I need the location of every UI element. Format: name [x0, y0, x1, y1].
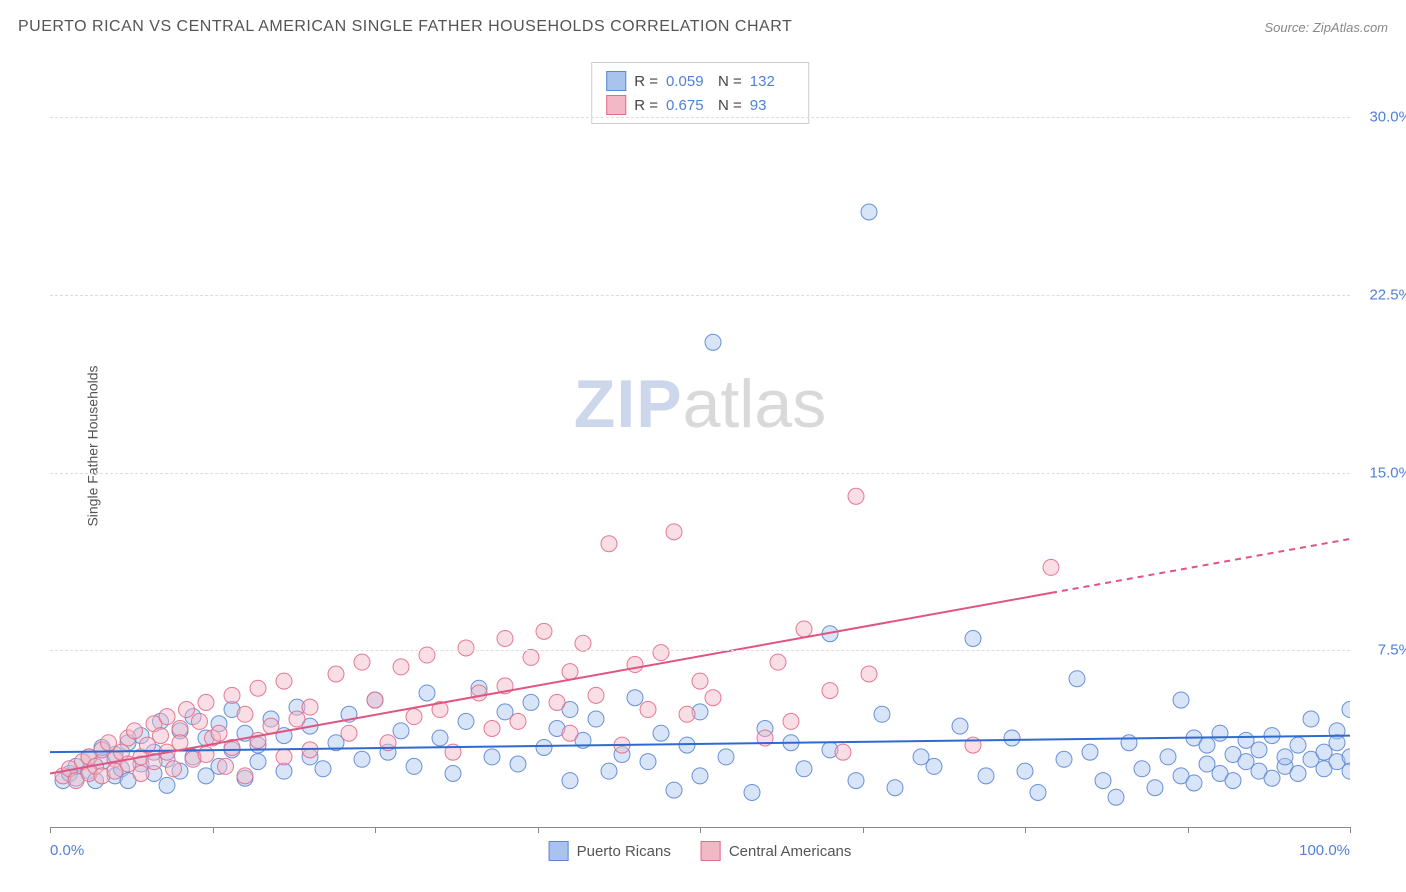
x-tick	[1350, 827, 1351, 833]
chart-title: PUERTO RICAN VS CENTRAL AMERICAN SINGLE …	[18, 18, 792, 36]
chart-container: PUERTO RICAN VS CENTRAL AMERICAN SINGLE …	[0, 0, 1406, 892]
legend-label: Central Americans	[729, 843, 852, 860]
stat-n-label: N =	[718, 97, 742, 114]
x-tick	[50, 827, 51, 833]
stat-r-label: R =	[634, 73, 658, 90]
y-tick-label: 30.0%	[1369, 109, 1406, 126]
legend-label: Puerto Ricans	[577, 843, 671, 860]
x-tick	[213, 827, 214, 833]
legend-item: Puerto Ricans	[549, 841, 671, 861]
stats-row: R = 0.059 N = 132	[606, 69, 794, 93]
x-tick	[700, 827, 701, 833]
stat-r-value: 0.675	[666, 97, 710, 114]
stat-n-label: N =	[718, 73, 742, 90]
y-tick-label: 22.5%	[1369, 286, 1406, 303]
legend-swatch	[606, 71, 626, 91]
stat-n-value: 93	[750, 97, 794, 114]
y-tick-label: 7.5%	[1378, 642, 1406, 659]
y-tick-label: 15.0%	[1369, 464, 1406, 481]
stat-r-label: R =	[634, 97, 658, 114]
scatter-svg	[50, 58, 1350, 828]
legend-swatch	[549, 841, 569, 861]
grid-line	[50, 295, 1350, 296]
grid-line	[50, 650, 1350, 651]
source-credit: Source: ZipAtlas.com	[1264, 20, 1388, 35]
x-tick	[1188, 827, 1189, 833]
stat-r-value: 0.059	[666, 73, 710, 90]
plot-area: ZIPatlas R = 0.059 N = 132 R = 0.675 N =…	[50, 58, 1350, 828]
x-tick	[863, 827, 864, 833]
grid-line	[50, 473, 1350, 474]
stats-legend: R = 0.059 N = 132 R = 0.675 N = 93	[591, 62, 809, 124]
series-legend: Puerto Ricans Central Americans	[549, 841, 852, 861]
grid-line	[50, 117, 1350, 118]
x-axis-min-label: 0.0%	[50, 842, 84, 859]
x-tick	[375, 827, 376, 833]
x-axis-max-label: 100.0%	[1299, 842, 1350, 859]
legend-item: Central Americans	[701, 841, 852, 861]
legend-swatch	[701, 841, 721, 861]
x-tick	[538, 827, 539, 833]
x-tick	[1025, 827, 1026, 833]
stat-n-value: 132	[750, 73, 794, 90]
header: PUERTO RICAN VS CENTRAL AMERICAN SINGLE …	[18, 18, 1388, 36]
legend-swatch	[606, 95, 626, 115]
stats-row: R = 0.675 N = 93	[606, 93, 794, 117]
